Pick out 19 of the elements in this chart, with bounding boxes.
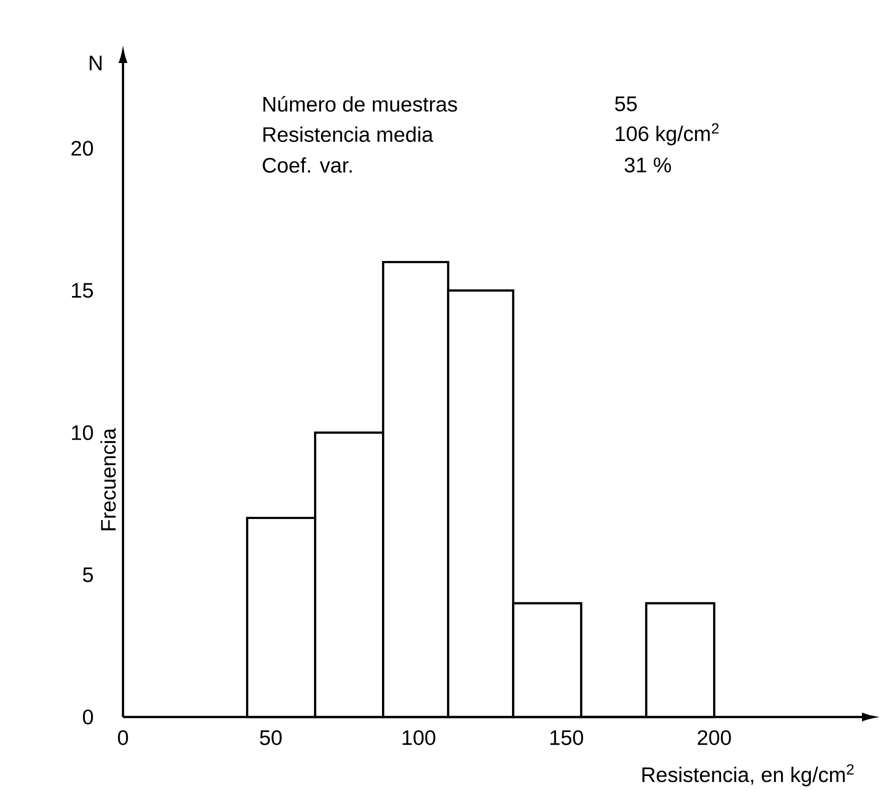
annotation: 106 kg/cm$^{2}$ — [616, 123, 719, 146]
x-tick-label: 200 — [698, 730, 731, 746]
x-tick-label: 0 — [118, 730, 128, 746]
y-tick-label: 10 — [72, 425, 93, 440]
x-tick-label: 150 — [550, 730, 584, 746]
text: N — [90, 56, 102, 70]
annotation: Resistencia media — [263, 126, 434, 142]
y-tick-label: 5 — [82, 567, 93, 582]
x-tick-label: 100 — [402, 730, 436, 746]
annotation: 31 % — [624, 158, 671, 172]
x-axis-title: Resistencia, en kg/cm$^{2}$ — [642, 764, 854, 786]
annotation: Número de muestras — [263, 96, 458, 112]
y-tick-label: 15 — [72, 283, 93, 298]
annotation: Coef. var. — [262, 157, 352, 173]
y-axis-title: Frecuencia — [100, 428, 116, 530]
y-tick-label: 20 — [72, 140, 93, 156]
annotation: 55 — [615, 96, 637, 112]
y-tick-label: 0 — [82, 710, 93, 724]
x-tick-label: 50 — [260, 730, 282, 746]
